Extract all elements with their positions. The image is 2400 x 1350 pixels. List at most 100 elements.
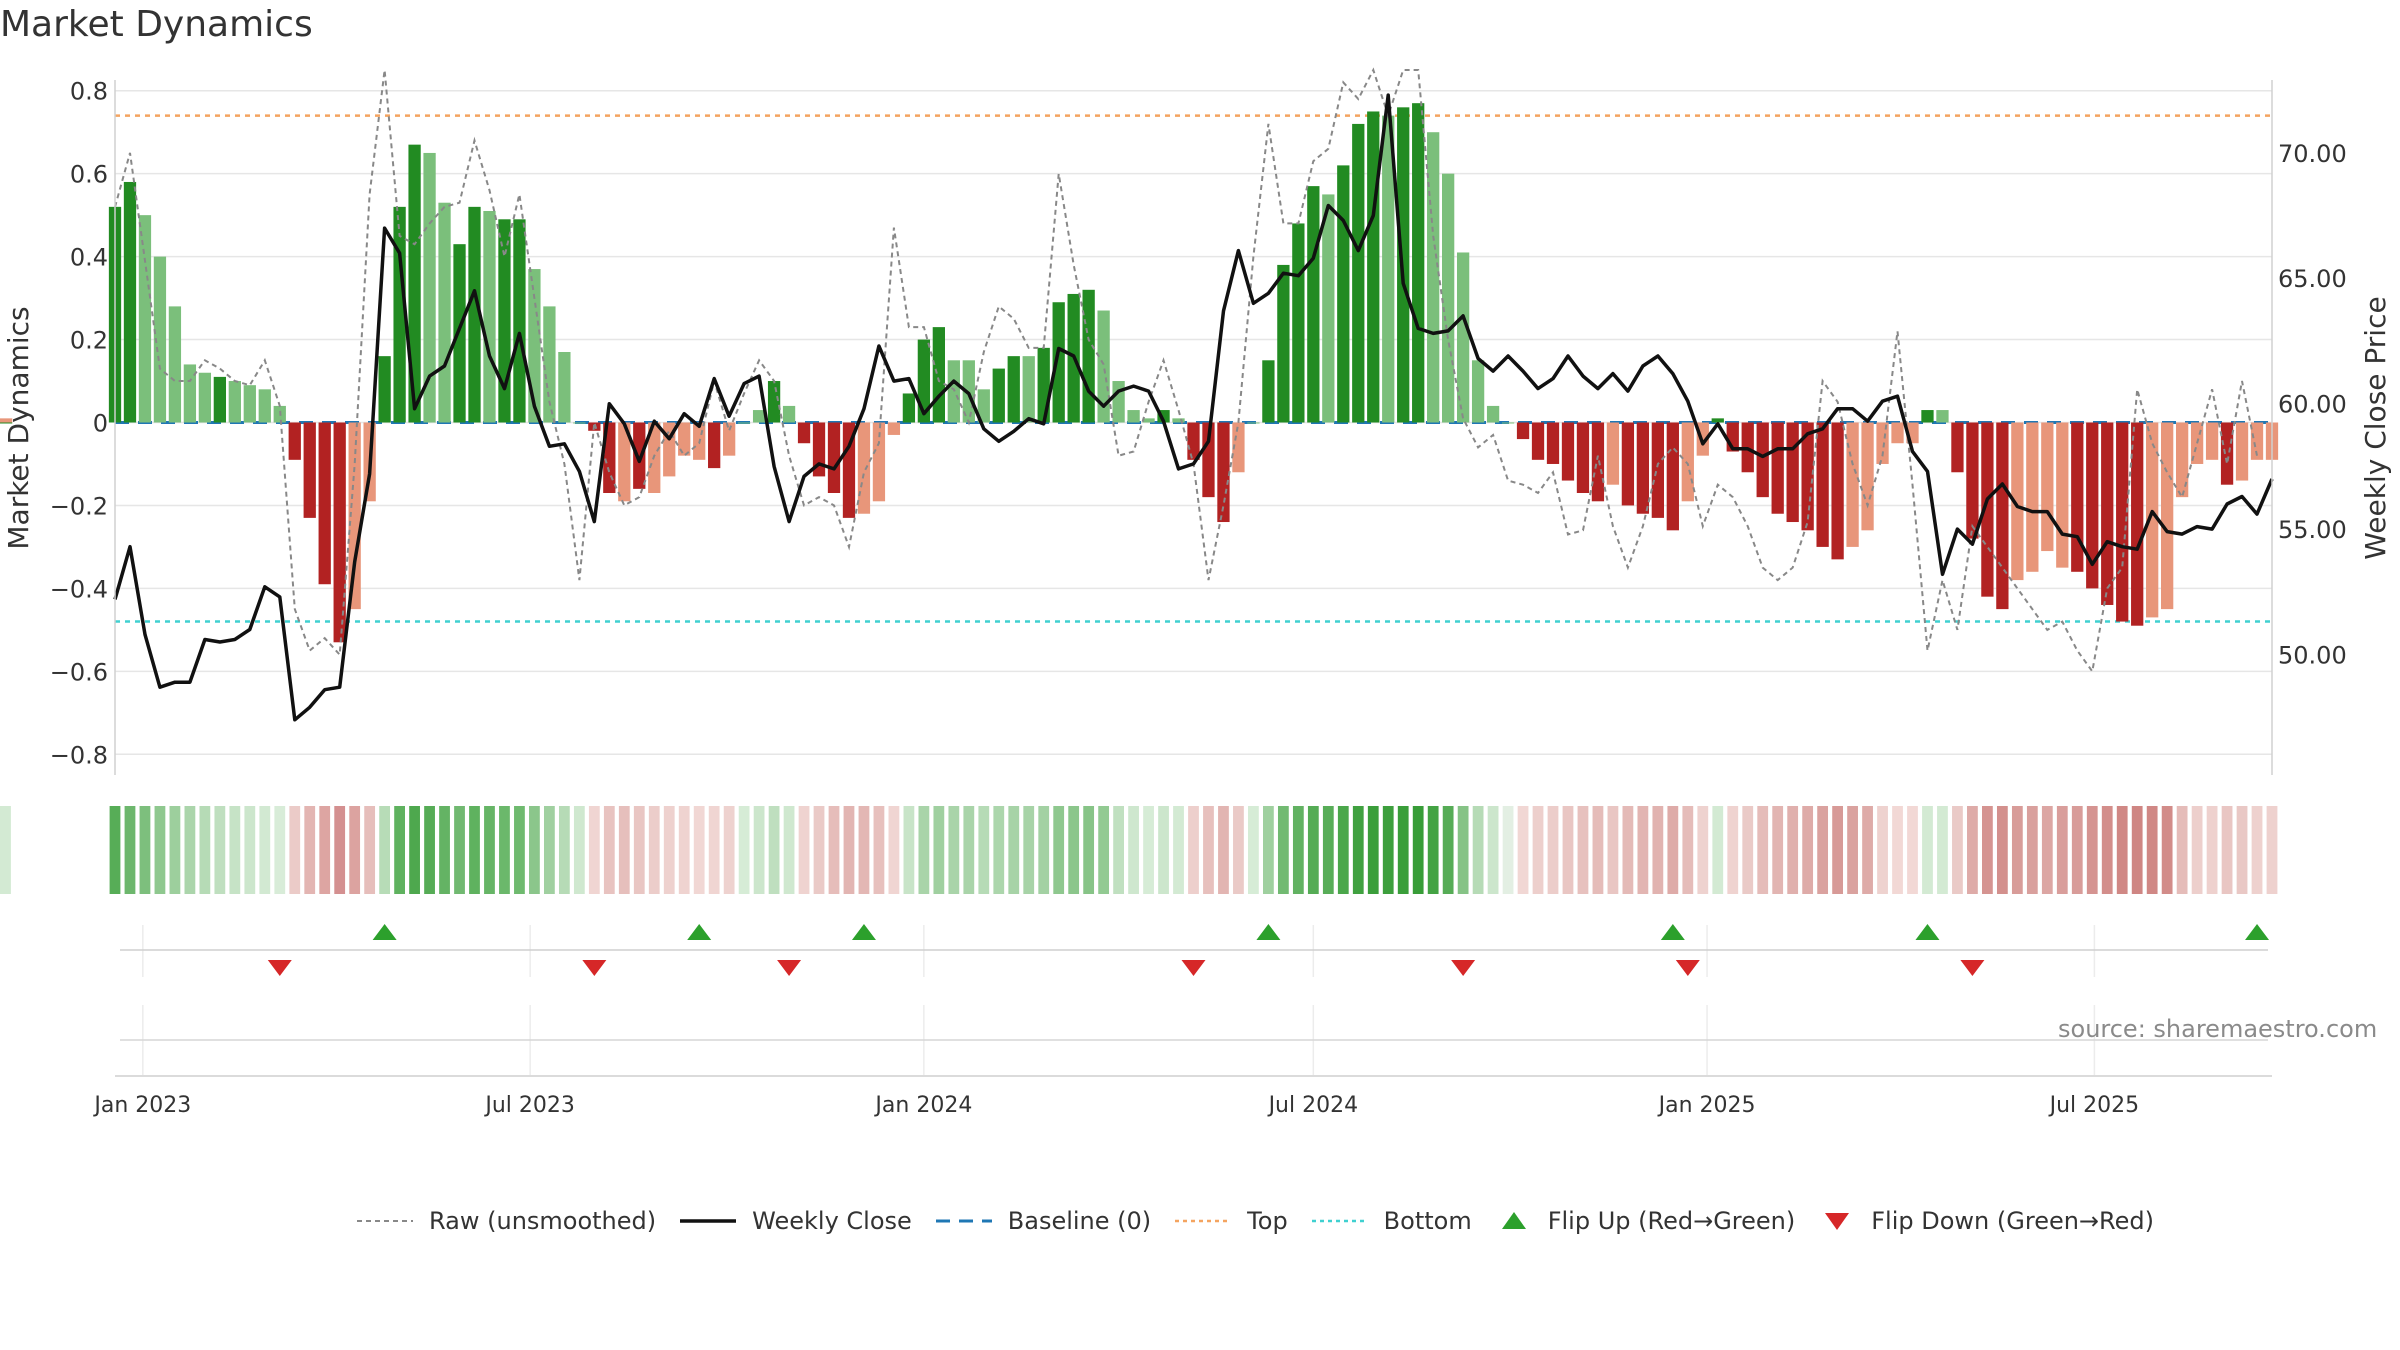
heat-strip-cell	[2251, 806, 2263, 894]
legend-label-flip-down: Flip Down (Green→Red)	[1871, 1207, 2154, 1235]
heat-strip-cell	[2266, 806, 2278, 894]
flip-down-marker	[1451, 960, 1476, 976]
heat-strip-cell	[2146, 806, 2158, 894]
heat-strip-cell	[244, 806, 256, 894]
heat-strip-cell	[1143, 806, 1154, 894]
heat-strip-cell	[1023, 806, 1035, 894]
heat-strip-cell	[289, 806, 301, 894]
legend-item-flip-down: Flip Down (Green→Red)	[1817, 1207, 2154, 1235]
heat-strip-cell	[2206, 806, 2218, 894]
heat-strip-cell	[0, 806, 11, 894]
legend-item-close: Weekly Close	[678, 1207, 912, 1235]
dynamics-bar	[123, 181, 137, 423]
heat-strip-cell	[1502, 806, 1514, 894]
heat-strip-cell	[214, 806, 226, 894]
legend-swatch-bottom	[1311, 1219, 1368, 1223]
heat-strip-cell	[678, 806, 690, 894]
flip-up-marker	[2245, 924, 2270, 940]
legend-label-flip-up: Flip Up (Red→Green)	[1547, 1207, 1796, 1235]
heat-strip-cell	[1008, 806, 1020, 894]
dynamics-bar	[303, 422, 316, 518]
dynamics-bar	[932, 327, 945, 423]
heat-strip-cell	[573, 806, 585, 894]
dynamics-bar	[1801, 422, 1814, 531]
heat-strip-cell	[1128, 806, 1139, 894]
dynamics-bar	[2011, 422, 2024, 581]
dynamics-bar	[1097, 310, 1110, 423]
y-tick-label: −0.2	[50, 492, 108, 520]
dynamics-bar	[1951, 422, 1964, 473]
heat-strip-cell	[1712, 806, 1724, 894]
heat-strip-cell	[1203, 806, 1214, 894]
dynamics-bar	[0, 422, 13, 424]
dynamics-bar	[1516, 422, 1530, 440]
dynamics-bar	[1606, 422, 1620, 485]
heat-strip-cell	[1547, 806, 1559, 894]
dynamics-bar	[573, 422, 586, 424]
heat-strip-cell	[1233, 806, 1244, 894]
legend-swatch-top	[1175, 1219, 1232, 1223]
heat-strip-cell	[1907, 806, 1918, 894]
dynamics-bar	[1531, 422, 1545, 460]
heat-strip-cell	[424, 806, 435, 894]
heat-strip-cell	[1967, 806, 1978, 894]
heat-strip-cell	[2101, 806, 2113, 894]
dynamics-bar	[992, 368, 1005, 423]
dynamics-bar	[1172, 418, 1185, 423]
heat-strip-cell	[2056, 806, 2068, 894]
heat-strip-cell	[588, 806, 600, 894]
dynamics-bar	[1561, 422, 1575, 481]
dynamics-bar	[1247, 422, 1260, 424]
heat-strip-cell	[813, 806, 825, 894]
dynamics-bar	[453, 244, 466, 423]
heat-strip-cell	[603, 806, 615, 894]
heat-strip-cell	[274, 806, 286, 894]
legend-item-flip-up: Flip Up (Red→Green)	[1494, 1207, 1796, 1235]
chart-title: Market Dynamics	[0, 4, 313, 45]
heat-strip-cell	[1427, 806, 1439, 894]
dynamics-bar	[1666, 422, 1679, 531]
heat-strip-cell	[1682, 806, 1694, 894]
y-tick-label: 0.8	[70, 78, 108, 106]
dynamics-bar	[1831, 422, 1844, 560]
heat-strip-cell	[1832, 806, 1843, 894]
dynamics-bar	[1891, 422, 1904, 444]
heat-strip-cell	[1652, 806, 1664, 894]
heat-strip-cell	[1772, 806, 1784, 894]
dynamics-bar	[618, 422, 631, 502]
heat-strip-cell	[529, 806, 540, 894]
dynamics-bar	[183, 364, 197, 423]
dynamics-bar	[1756, 422, 1769, 498]
heat-strip-cell	[304, 806, 316, 894]
dynamics-bar	[2161, 422, 2174, 610]
dynamics-bar	[1636, 422, 1650, 514]
dynamics-bar	[258, 389, 271, 423]
dynamics-bar	[1277, 264, 1290, 423]
flip-up-marker	[372, 924, 397, 940]
legend-swatch-close	[680, 1219, 737, 1223]
dynamics-bar	[2026, 422, 2039, 572]
heat-strip-cell	[439, 806, 450, 894]
dynamics-bar	[2116, 422, 2129, 622]
heat-strip-cell	[828, 806, 840, 894]
heat-strip-cell	[663, 806, 675, 894]
triangle-down-icon	[1825, 1213, 1850, 1230]
heat-strip-cell	[454, 806, 465, 894]
y-tick-label: −0.4	[50, 575, 108, 603]
x-tick-label: Jul 2025	[2048, 1093, 2140, 1118]
dynamics-bar	[1232, 422, 1245, 473]
dynamics-bar	[1576, 422, 1590, 493]
heat-strip-cell	[1068, 806, 1080, 894]
heat-strip-cell	[2221, 806, 2233, 894]
flip-up-marker	[687, 924, 712, 940]
legend-label-top: Top	[1247, 1207, 1288, 1235]
heat-strip-cell	[2041, 806, 2053, 894]
source-label: source: sharemaestro.com	[2058, 1015, 2378, 1043]
heat-strip-cell	[1038, 806, 1050, 894]
legend-label-bottom: Bottom	[1383, 1207, 1472, 1235]
flip-up-marker	[1915, 924, 1940, 940]
heat-strip-cell	[409, 806, 420, 894]
heat-strip-cell	[723, 806, 735, 894]
x-tick-label: Jan 2024	[873, 1093, 972, 1118]
dynamics-bar	[543, 306, 556, 423]
